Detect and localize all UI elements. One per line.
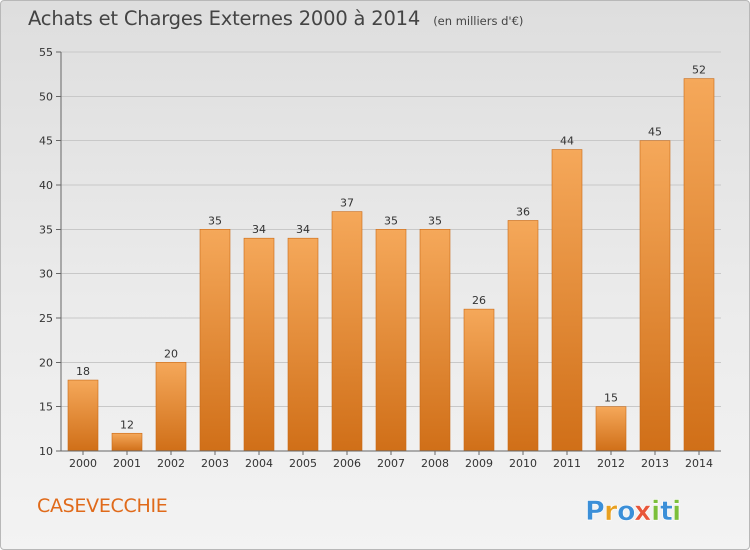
y-tick-label: 10 xyxy=(39,445,53,458)
x-tick-label: 2007 xyxy=(377,457,405,470)
x-tick-label: 2014 xyxy=(685,457,713,470)
bar-value-label: 35 xyxy=(428,214,442,227)
bars xyxy=(67,78,715,452)
bar-value-label: 35 xyxy=(208,214,222,227)
unit-note: (en milliers d'€) xyxy=(433,14,524,28)
logo-letter: o xyxy=(617,496,636,527)
y-tick-label: 55 xyxy=(39,46,53,59)
bar xyxy=(67,379,99,452)
x-tick-label: 2008 xyxy=(421,457,449,470)
value-labels: 18 12 20 35 34 34 37 35 35 26 36 44 15 45 52 xyxy=(76,64,706,432)
bar-value-label: 34 xyxy=(296,223,310,236)
bar-value-label: 20 xyxy=(164,347,178,360)
bar xyxy=(111,432,143,452)
logo-letter: i xyxy=(672,496,681,527)
bar xyxy=(419,229,451,452)
bar xyxy=(551,149,583,452)
bar xyxy=(155,362,187,452)
y-tick-label: 30 xyxy=(39,268,53,281)
bar-value-label: 34 xyxy=(252,223,266,236)
bar xyxy=(287,237,319,452)
x-tick-label: 2002 xyxy=(157,457,185,470)
commune-name: CASEVECCHIE xyxy=(37,495,168,517)
x-tick-label: 2006 xyxy=(333,457,361,470)
y-tick-label: 50 xyxy=(39,90,53,103)
y-tick-label: 25 xyxy=(39,312,53,325)
y-tick-label: 20 xyxy=(39,356,53,369)
x-tick-label: 2011 xyxy=(553,457,581,470)
bar-value-label: 18 xyxy=(76,365,90,378)
axes: 10 15 20 25 30 35 40 45 50 55 2000 2001 2002 2003 2004… xyxy=(39,46,721,470)
y-tick-label: 15 xyxy=(39,401,53,414)
y-tick-label: 35 xyxy=(39,223,53,236)
bar xyxy=(683,78,715,452)
title-row: Achats et Charges Externes 2000 à 2014 (… xyxy=(28,7,523,30)
bar xyxy=(639,140,671,452)
bar xyxy=(595,406,627,452)
x-tick-label: 2013 xyxy=(641,457,669,470)
y-tick-label: 40 xyxy=(39,179,53,192)
x-tick-label: 2004 xyxy=(245,457,273,470)
x-tick-label: 2005 xyxy=(289,457,317,470)
x-tick-label: 2003 xyxy=(201,457,229,470)
bar-value-label: 12 xyxy=(120,418,134,431)
bar-value-label: 44 xyxy=(560,135,574,148)
bar-value-label: 26 xyxy=(472,294,486,307)
bar xyxy=(331,211,363,452)
bar-value-label: 35 xyxy=(384,214,398,227)
bar xyxy=(507,220,539,452)
logo-letter: i xyxy=(651,496,660,527)
bar-value-label: 36 xyxy=(516,205,530,218)
bar xyxy=(199,229,231,452)
x-tick-label: 2000 xyxy=(69,457,97,470)
logo-letter: r xyxy=(604,496,618,527)
bar-value-label: 45 xyxy=(648,126,662,139)
chart-title: Achats et Charges Externes 2000 à 2014 xyxy=(28,7,421,30)
bar xyxy=(375,229,407,452)
bar-value-label: 15 xyxy=(604,392,618,405)
bar xyxy=(463,308,495,452)
logo-letter: x xyxy=(634,496,651,527)
bar-value-label: 52 xyxy=(692,64,706,77)
bar xyxy=(243,237,275,452)
x-tick-label: 2009 xyxy=(465,457,493,470)
bar-value-label: 37 xyxy=(340,197,354,210)
logo-letter: P xyxy=(585,496,605,527)
x-tick-label: 2012 xyxy=(597,457,625,470)
x-tick-label: 2001 xyxy=(113,457,141,470)
x-tick-label: 2010 xyxy=(509,457,537,470)
logo-letter: t xyxy=(660,496,673,527)
y-tick-label: 45 xyxy=(39,135,53,148)
